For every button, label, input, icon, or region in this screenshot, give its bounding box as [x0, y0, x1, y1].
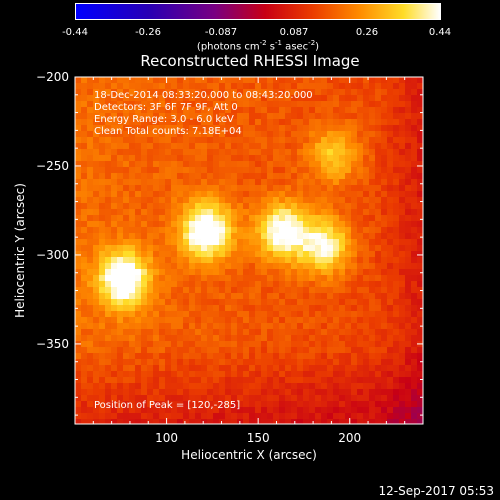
x-axis-label: Heliocentric X (arcsec) — [181, 448, 317, 462]
y-axis-label: Heliocentric Y (arcsec) — [13, 183, 27, 318]
plot-frame — [74, 76, 424, 425]
annotation-line: Clean Total counts: 7.18E+04 — [94, 126, 242, 137]
chart-title: Reconstructed RHESSI Image — [140, 52, 360, 70]
annotation-line: Detectors: 3F 6F 7F 9F, Att 0 — [94, 102, 238, 113]
colorbar-tick: -0.087 — [204, 27, 238, 38]
y-tick-label: −350 — [36, 337, 69, 351]
peak-position-label: Position of Peak = [120,-285] — [94, 400, 240, 411]
x-tick-label: 150 — [247, 431, 270, 445]
colorbar-tick: -0.44 — [62, 27, 88, 38]
colorbar-tick: 0.26 — [355, 27, 379, 38]
annotation-line: 18-Dec-2014 08:33:20.000 to 08:43:20.000 — [94, 90, 313, 101]
y-tick-label: −200 — [36, 70, 69, 84]
colorbar-tick: -0.26 — [135, 27, 161, 38]
colorbar — [75, 3, 441, 20]
colorbar-tick: 0.44 — [428, 27, 452, 38]
colorbar-tick: 0.087 — [279, 27, 309, 38]
x-tick-label: 200 — [338, 431, 361, 445]
x-tick-label: 100 — [155, 431, 178, 445]
colorbar-unit: (photons cm-2 s-1 asec-2) — [196, 39, 320, 53]
heatmap-cells — [75, 77, 424, 425]
y-tick-label: −300 — [36, 248, 69, 262]
footer-timestamp: 12-Sep-2017 05:53 — [378, 484, 494, 498]
annotation-line: Energy Range: 3.0 - 6.0 keV — [94, 114, 234, 125]
y-tick-label: −250 — [36, 159, 69, 173]
